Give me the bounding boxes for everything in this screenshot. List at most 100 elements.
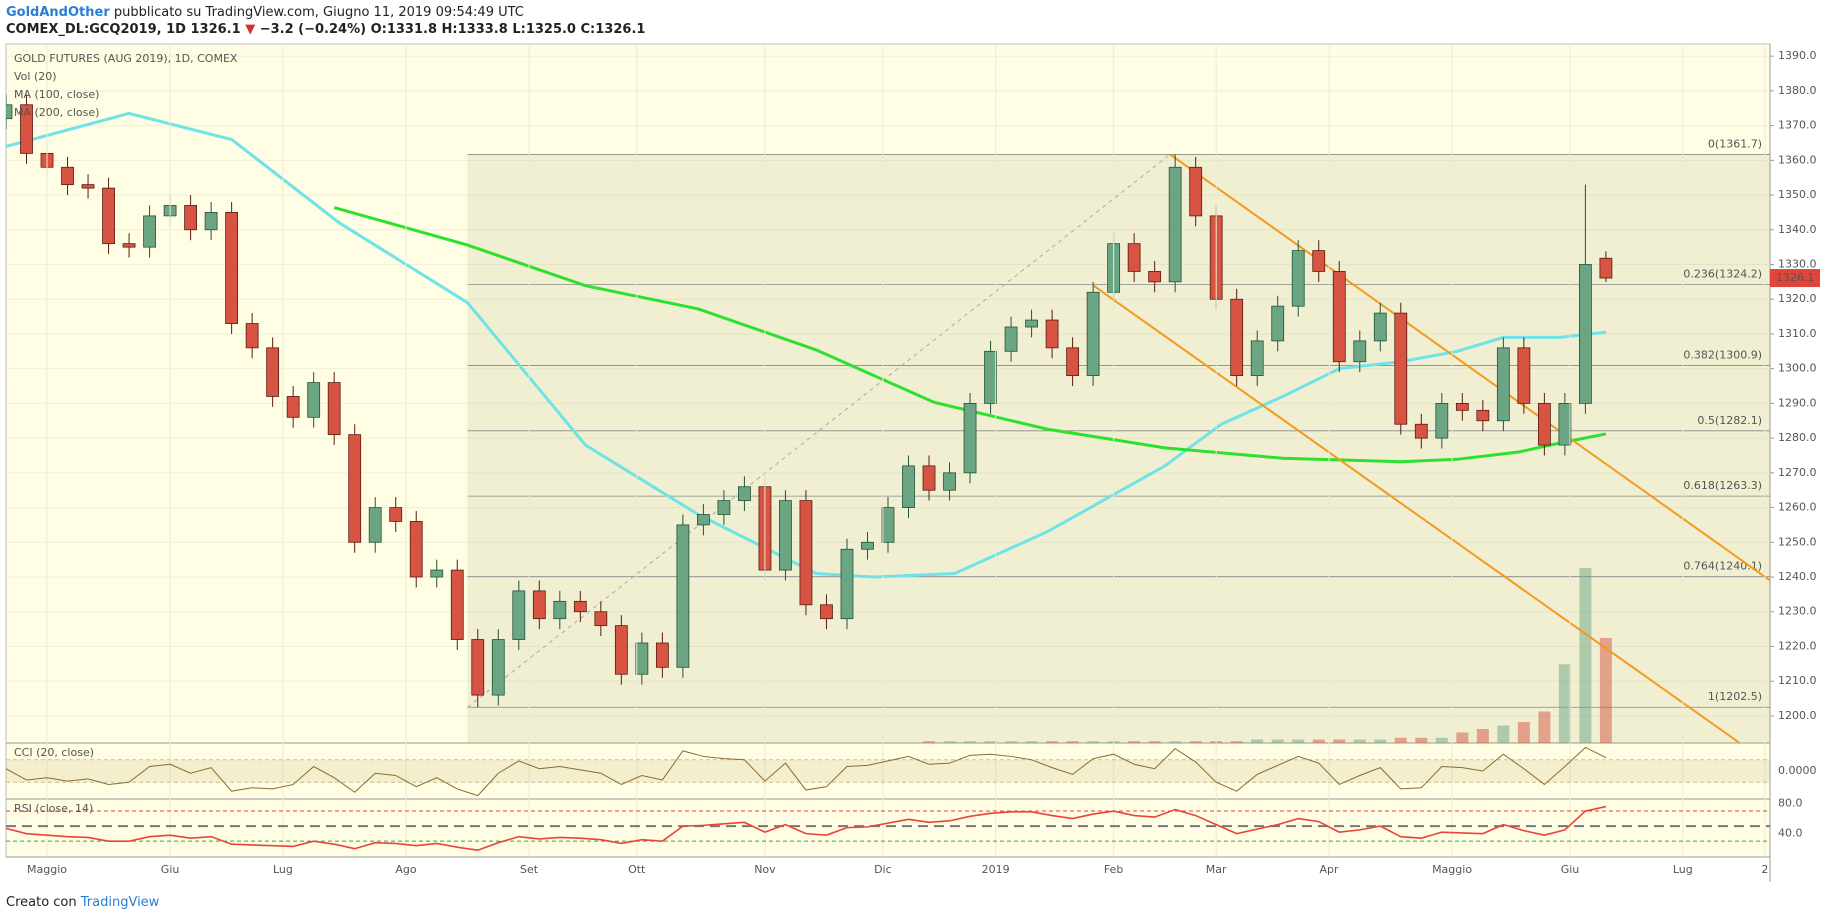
footer-text: Creato con [6, 895, 77, 910]
chart-title: GOLD FUTURES (AUG 2019), 1D, COMEX [14, 52, 238, 65]
candle-body [820, 604, 833, 620]
volume-bar [1148, 741, 1161, 743]
volume-bar [1046, 741, 1059, 743]
x-tick-label: Mar [1206, 863, 1227, 876]
last-price-tag [1770, 269, 1820, 288]
candle-body [614, 625, 628, 675]
header: GoldAndOther pubblicato su TradingView.c… [6, 4, 645, 38]
candle-body [225, 212, 239, 324]
volume-bar [1599, 638, 1612, 743]
candle-body [286, 396, 300, 418]
volume-bar [1189, 741, 1202, 743]
volume-bar [1558, 664, 1571, 743]
candle-body [1537, 402, 1551, 446]
x-tick-label: Dic [874, 863, 892, 876]
h-label: H: [441, 22, 458, 37]
last: 1326.1 [190, 22, 241, 37]
volume-bar [1579, 568, 1592, 743]
x-tick-label: Giu [1561, 863, 1580, 876]
fib-label: 0(1361.7) [1708, 137, 1762, 150]
volume-bar [1128, 741, 1141, 743]
high: 1333.8 [457, 22, 508, 37]
y-tick-label: 1330.0 [1778, 257, 1817, 270]
published: pubblicato su TradingView.com, Giugno 11… [113, 5, 524, 20]
candle-body [840, 548, 854, 620]
volume-bar [1538, 711, 1551, 743]
candle-body [389, 507, 403, 522]
candle-body [122, 243, 136, 248]
candle-body [1476, 409, 1490, 422]
x-tick-label: 2019 [982, 863, 1010, 876]
brand[interactable]: TradingView [80, 895, 160, 910]
candle-body [61, 166, 74, 186]
candle-body [1435, 402, 1449, 439]
candle-body [922, 465, 936, 491]
volume-bar [1456, 732, 1469, 743]
rsi-line [5, 805, 1607, 852]
candle-body [1004, 326, 1018, 352]
candle-body [102, 187, 115, 245]
y-tick-label: 1210.0 [1778, 674, 1817, 687]
candle-body [20, 104, 33, 154]
cci-name: CCI (20, close) [14, 746, 94, 759]
y-tick-label: 1230.0 [1778, 605, 1817, 618]
x-tick-label: Feb [1104, 863, 1123, 876]
candle-body [143, 215, 156, 248]
x-tick-label: Nov [754, 863, 776, 876]
candle-body [553, 600, 567, 620]
candle-body [1455, 402, 1469, 411]
moving-average [333, 206, 1607, 464]
candle-body [635, 642, 649, 675]
channel-line [1169, 153, 1770, 582]
candle-body [1086, 291, 1100, 377]
volume-bar [1476, 729, 1489, 743]
open: 1331.8 [386, 22, 437, 37]
x-tick-label: Maggio [27, 863, 67, 876]
candle-body [1271, 305, 1285, 342]
volume-bar [1025, 741, 1038, 743]
candle-body [1250, 340, 1264, 377]
candle-body [1230, 298, 1244, 377]
candle-body [1353, 340, 1367, 363]
candle-body [799, 500, 813, 606]
candle-body [1066, 347, 1080, 377]
volume-bar [1333, 739, 1346, 743]
fib-trend [467, 154, 1171, 708]
chart: 0(1361.7) 0.236(1324.2) 0.382(1300.9) 0.5(1… [5, 43, 1820, 882]
candle-body [491, 639, 505, 696]
y-tick-label: 1240.0 [1778, 570, 1817, 583]
volume-bar [1271, 739, 1284, 743]
footer: Creato con TradingView [6, 895, 159, 910]
candle-body [409, 521, 423, 578]
candle-body [450, 569, 464, 640]
x-tick-label: Ott [628, 863, 646, 876]
rsi-name: RSI (close, 14) [14, 802, 93, 815]
volume-bar [1517, 722, 1530, 743]
rsi-tick-label: 40.0 [1778, 827, 1803, 840]
y-tick-label: 1340.0 [1778, 223, 1817, 236]
candle-body [1414, 423, 1428, 439]
volume-bar [1374, 739, 1387, 743]
y-tick-label: 1300.0 [1778, 362, 1817, 375]
candle-body [368, 507, 382, 543]
volume-bar [1087, 741, 1100, 743]
low: 1325.0 [525, 22, 576, 37]
candle-body [532, 590, 546, 620]
candle-body [1168, 166, 1182, 283]
y-tick-label: 1260.0 [1778, 501, 1817, 514]
candle-body [717, 500, 731, 515]
candle-body [204, 212, 218, 231]
y-tick-label: 1370.0 [1778, 119, 1817, 132]
candle-body [1578, 264, 1592, 404]
candle-body [512, 590, 526, 640]
volume-bar [964, 741, 977, 743]
candle-body [1025, 319, 1038, 328]
volume-bar [1005, 741, 1018, 743]
change: −3.2 (−0.24%) [259, 22, 367, 37]
o-label: O: [370, 22, 387, 37]
candle-body [1148, 271, 1162, 283]
legend-ma: MA (200, close) [14, 106, 99, 119]
volume-bar [1353, 739, 1366, 743]
author[interactable]: GoldAndOther [6, 5, 110, 20]
